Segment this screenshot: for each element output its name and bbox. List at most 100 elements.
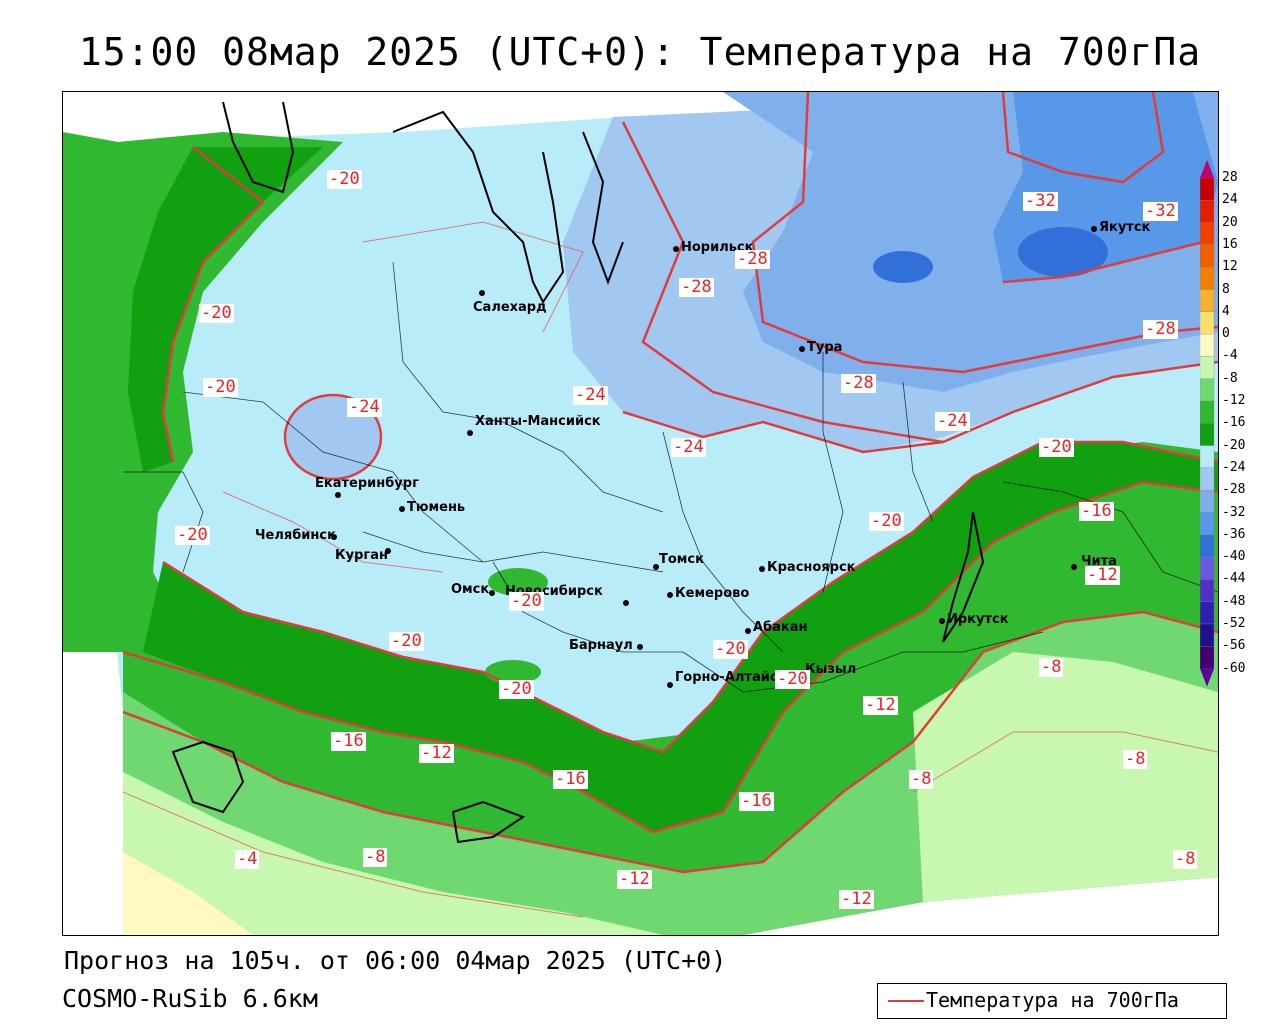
city-dot [623, 600, 629, 606]
isotherm-label: -12 [419, 743, 454, 763]
colorbar-swatch [1199, 400, 1215, 424]
colorbar-swatch [1199, 490, 1215, 513]
city-label: Томск [653, 552, 704, 570]
colorbar-swatch [1199, 467, 1215, 491]
colorbar-tick-label: -40 [1222, 549, 1246, 565]
city-dot [331, 534, 337, 540]
isotherm-label: -8 [909, 769, 934, 789]
map-area: Норильск Якутск Салехард Тура Ханты-Манс… [62, 91, 1219, 936]
colorbar-swatches [1199, 160, 1215, 687]
colorbar-swatch [1199, 556, 1215, 580]
colorbar-swatch [1199, 244, 1215, 268]
isotherm-label: -12 [839, 889, 874, 909]
colorbar-swatch [1199, 423, 1215, 446]
isotherm-label: -20 [713, 639, 748, 659]
isotherm-label: -20 [509, 591, 544, 611]
colorbar-tick-label: -28 [1222, 482, 1246, 498]
city-label: Курган [335, 548, 391, 563]
city-dot [939, 618, 945, 624]
colorbar-swatch [1199, 200, 1215, 223]
isotherm-label: -20 [389, 631, 424, 651]
colorbar-swatch [1199, 289, 1215, 312]
temperature-field [63, 92, 1218, 935]
city-dot [385, 548, 391, 554]
green-island [485, 660, 541, 684]
isotherm-label: -12 [617, 869, 652, 889]
isotherm-label: -12 [1085, 565, 1120, 585]
colorbar-tick-label: 28 [1222, 170, 1238, 185]
city-name: Иркутск [947, 612, 1009, 627]
isotherm-lines [122, 92, 1218, 874]
colorbar-swatch [1199, 512, 1215, 535]
isotherm-lines-thin [122, 221, 1218, 918]
city-dot [667, 592, 673, 598]
city-label: Чита [1071, 554, 1117, 570]
city-name: Горно-Алтайск [675, 670, 787, 685]
city-label: Красноярск [759, 560, 856, 575]
colorbar-tick-label: -8 [1222, 370, 1238, 386]
sw-yellow [123, 852, 253, 935]
city-name: Челябинск [255, 528, 336, 543]
isotherm-label: -8 [1039, 657, 1064, 677]
model-info: COSMO-RuSib 6.6км [62, 984, 318, 1013]
isotherm-label: -20 [327, 169, 362, 189]
city-label: Тура [799, 340, 842, 355]
colorbar-swatch [1199, 534, 1215, 558]
city-dot [479, 290, 485, 296]
city-name: Красноярск [767, 560, 856, 575]
cold-spot [1018, 227, 1108, 277]
colorbar-tick-label: 20 [1222, 214, 1238, 230]
colorbar-tick-label: 24 [1222, 192, 1238, 208]
city-name: Тура [807, 340, 843, 355]
isotherm-label: -32 [1143, 201, 1178, 221]
city-name: Ханты-Мансийск [475, 414, 601, 429]
city-dot [637, 644, 643, 650]
city-label: Горно-Алтайск [667, 670, 787, 688]
city-name: Чита [1081, 554, 1117, 569]
city-label: Челябинск [255, 528, 337, 543]
colorbar-arrow-top [1200, 160, 1214, 178]
colorbar-swatch [1199, 177, 1215, 201]
city-label: Кемерово [667, 586, 749, 601]
city-label: Барнаул [569, 638, 643, 653]
isotherm-label: -16 [331, 731, 366, 751]
isotherm-label: -12 [863, 695, 898, 715]
isotherm-label: -16 [739, 791, 774, 811]
city-name: Курган [335, 548, 388, 563]
isotherm-label: -24 [935, 411, 970, 431]
isotherm-label: -20 [499, 679, 534, 699]
isotherm-label: -16 [1079, 501, 1114, 521]
forecast-info: Прогноз на 105ч. от 06:00 04мар 2025 (UT… [64, 946, 727, 975]
isotherm-label: -20 [199, 303, 234, 323]
city-dot [489, 590, 495, 596]
city-name: Абакан [753, 620, 808, 635]
colorbar-swatch [1199, 623, 1215, 647]
city-name: Кемерово [675, 586, 750, 601]
city-label: Ханты-Мансийск [467, 414, 601, 436]
isotherm-label: -8 [1173, 849, 1198, 869]
colorbar-arrow-bottom [1200, 668, 1214, 687]
city-dot [1071, 564, 1077, 570]
colorbar-swatch [1199, 311, 1215, 335]
city-name: Тюмень [407, 500, 466, 515]
legend-line-swatch [888, 1000, 924, 1002]
isotherm-label: -16 [553, 769, 588, 789]
isotherm-label: -28 [841, 373, 876, 393]
coastlines [171, 101, 985, 844]
colorbar [1199, 160, 1270, 690]
colorbar-swatch [1199, 267, 1215, 290]
city-name: Омск [451, 582, 490, 597]
city-name: Екатеринбург [315, 476, 419, 491]
isotherm-label: -32 [1023, 191, 1058, 211]
isotherm-label: -20 [175, 525, 210, 545]
city-label: Салехард [473, 290, 547, 315]
legend: Температура на 700гПа [877, 983, 1227, 1019]
isotherm-label: -28 [1143, 319, 1178, 339]
colorbar-tick-label: -60 [1222, 660, 1246, 676]
city-name: Якутск [1099, 220, 1151, 235]
isotherm-label: -20 [869, 511, 904, 531]
isotherm-label: -24 [671, 437, 706, 457]
city-label: Якутск [1091, 220, 1150, 235]
colorbar-tick-label: -44 [1222, 571, 1246, 587]
colorbar-swatch [1199, 378, 1215, 402]
